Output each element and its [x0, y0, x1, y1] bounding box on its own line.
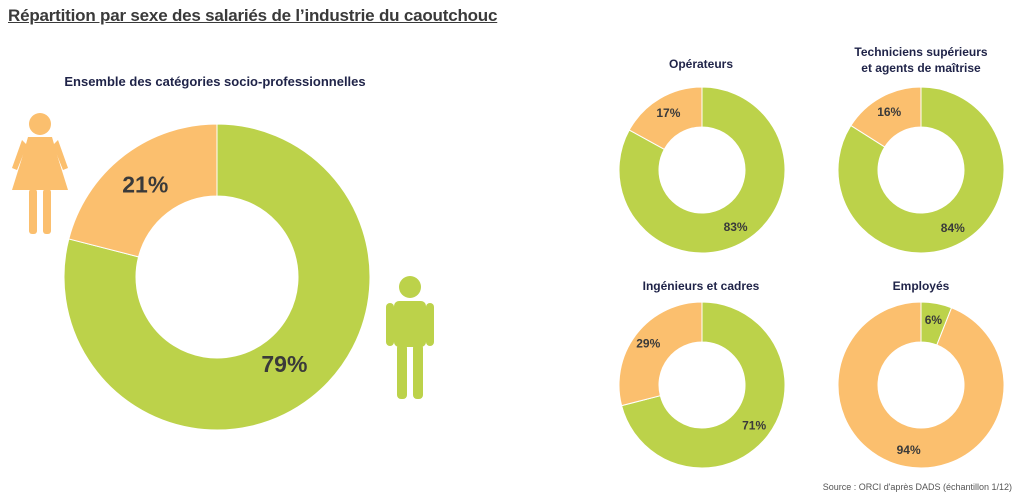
ensemble-women-slice — [68, 123, 218, 258]
donut-charts: 79% 21% 83% 17% 84% 16% 71% 29% 6% 94% — [63, 86, 1005, 469]
ingenieurs-donut: 71% 29% — [618, 301, 786, 469]
ingenieurs-men-label: 71% — [742, 418, 766, 432]
employes-women-slice — [837, 301, 1005, 469]
ingenieurs-women-slice — [618, 301, 703, 407]
employes-chart-title: Employés — [892, 279, 950, 293]
woman-icon — [12, 113, 68, 234]
ingenieurs-women-label: 29% — [636, 336, 660, 350]
ensemble-men-label: 79% — [261, 351, 307, 377]
ingenieurs-chart-title: Ingénieurs et cadres — [642, 279, 760, 293]
operateurs-women-label: 17% — [656, 106, 680, 120]
man-icon — [386, 276, 434, 399]
techniciens-women-label: 16% — [877, 105, 901, 119]
ingenieurs-men-slice — [620, 301, 786, 469]
operateurs-men-label: 83% — [724, 220, 748, 234]
operateurs-men-slice — [618, 86, 786, 254]
techniciens-donut: 84% 16% — [837, 86, 1005, 254]
techniciens-chart-title: Techniciens supérieurs et agents de maît… — [826, 44, 1016, 76]
operateurs-donut: 83% 17% — [618, 86, 786, 254]
source-note: Source : ORCI d'après DADS (échantillon … — [822, 482, 1012, 492]
main-chart-title: Ensemble des catégories socio-profession… — [64, 74, 366, 89]
techniciens-title-line-2: et agents de maîtrise — [861, 61, 981, 75]
ensemble-men-slice — [63, 123, 371, 431]
operateurs-chart-title: Opérateurs — [668, 57, 734, 71]
page-title: Répartition par sexe des salariés de l’i… — [8, 6, 498, 25]
ensemble-women-label: 21% — [122, 172, 168, 198]
ensemble-donut: 79% 21% — [63, 123, 371, 431]
techniciens-title-line-1: Techniciens supérieurs — [854, 45, 988, 59]
employes-donut: 6% 94% — [837, 301, 1005, 469]
techniciens-men-slice — [837, 86, 1005, 254]
employes-women-label: 94% — [897, 443, 921, 457]
employes-men-label: 6% — [925, 313, 943, 327]
operateurs-women-slice — [628, 86, 703, 150]
techniciens-women-slice — [850, 86, 922, 148]
techniciens-men-label: 84% — [941, 221, 965, 235]
